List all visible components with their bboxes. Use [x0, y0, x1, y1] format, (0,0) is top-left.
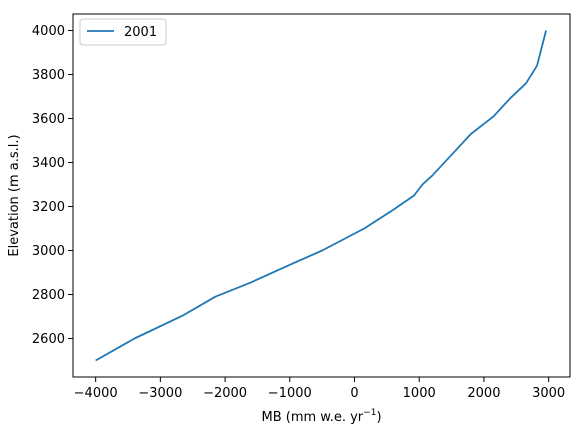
y-tick-label: 3600	[32, 112, 65, 127]
y-tick-label: 3400	[32, 156, 65, 171]
x-tick-label: −2000	[203, 386, 247, 401]
x-axis-label-main: MB (mm w.e. yr	[261, 410, 363, 425]
plot-content	[95, 30, 547, 362]
legend-box	[79, 18, 167, 46]
x-tick-label: −3000	[138, 386, 182, 401]
series-line-2001	[95, 30, 547, 362]
x-tick-label: −4000	[74, 386, 118, 401]
legend: 2001	[79, 18, 167, 46]
plot-frame	[72, 13, 571, 378]
x-tick-label: 3000	[532, 386, 565, 401]
x-axis-label: MB (mm w.e. yr−1)	[261, 408, 381, 425]
y-tick-label: 3000	[32, 244, 65, 259]
x-tick-label: 2000	[467, 386, 500, 401]
x-axis-label-end: )	[376, 410, 381, 425]
x-axis: −4000 −3000 −2000 −1000 0 1000 2000 3000	[74, 377, 565, 401]
x-tick-label: 1000	[403, 386, 436, 401]
y-tick-label: 4000	[32, 24, 65, 39]
legend-label-2001: 2001	[124, 25, 157, 40]
y-tick-label: 2800	[32, 288, 65, 303]
y-tick-label: 2600	[32, 332, 65, 347]
y-axis-label: Elevation (m a.s.l.)	[7, 134, 22, 256]
y-tick-label: 3800	[32, 68, 65, 83]
x-tick-label: −1000	[268, 386, 312, 401]
y-axis: 2600 2800 3000 3200 3400 3600 3800 4000	[32, 24, 73, 347]
x-tick-label: 0	[350, 386, 358, 401]
y-tick-label: 3200	[32, 200, 65, 215]
x-axis-label-superscript: −1	[363, 408, 376, 418]
